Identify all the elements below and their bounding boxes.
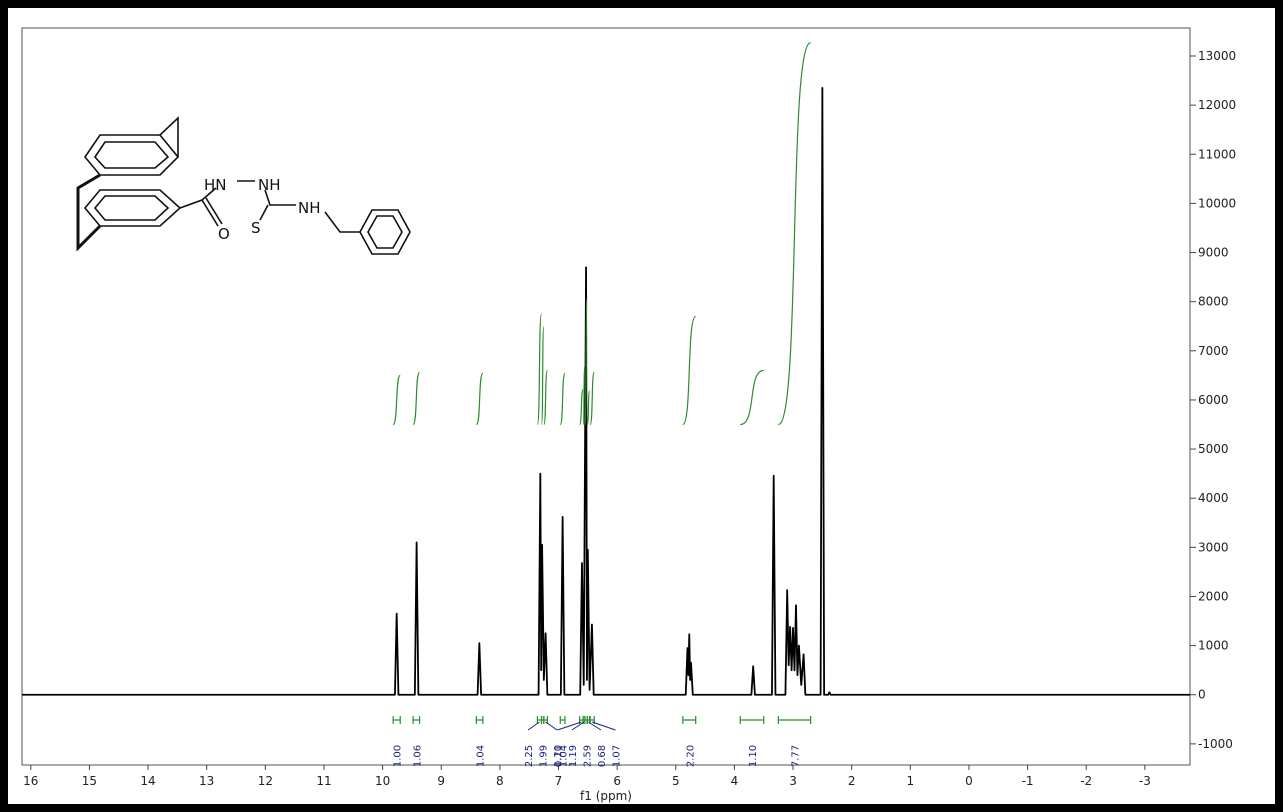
x-axis-label: f1 (ppm) bbox=[580, 789, 632, 803]
integral-label: 1.04 bbox=[559, 745, 570, 767]
y-tick-label: 5000 bbox=[1198, 442, 1229, 456]
x-tick-label: 7 bbox=[555, 774, 563, 788]
integral-curve bbox=[540, 326, 545, 426]
integral-curve bbox=[412, 371, 421, 426]
x-tick-label: 10 bbox=[375, 774, 390, 788]
integral-bracket bbox=[777, 716, 812, 724]
benzyl-ring-inner bbox=[367, 215, 403, 249]
x-tick-label: 4 bbox=[731, 774, 739, 788]
y-tick-label: -1000 bbox=[1198, 737, 1233, 751]
x-tick-label: 6 bbox=[613, 774, 621, 788]
integral-curve bbox=[589, 371, 595, 426]
integral-label: 1.19 bbox=[568, 745, 579, 767]
x-tick-label: 0 bbox=[965, 774, 973, 788]
bridge-top bbox=[159, 116, 179, 157]
integral-label: 2.59 bbox=[582, 745, 593, 767]
spectrum bbox=[22, 87, 1190, 696]
integral-label: 1.00 bbox=[393, 745, 404, 767]
integral-bracket bbox=[392, 716, 401, 724]
integral-label: 1.10 bbox=[748, 745, 759, 767]
benzyl-ring bbox=[359, 209, 411, 255]
atom-label: S bbox=[251, 219, 261, 237]
integral-connector bbox=[592, 721, 616, 731]
y-tick-label: 11000 bbox=[1198, 147, 1236, 161]
x-tick-label: 9 bbox=[437, 774, 445, 788]
integral-curve bbox=[586, 390, 591, 426]
ring-upper-inner bbox=[93, 141, 170, 169]
integral-curve bbox=[584, 296, 588, 426]
y-tick-label: 13000 bbox=[1198, 49, 1236, 63]
x-tick-label: -1 bbox=[1022, 774, 1034, 788]
structure: HN NH O S NH bbox=[76, 116, 411, 255]
integral-bracket bbox=[412, 716, 421, 724]
atom-label: NH bbox=[258, 176, 281, 194]
x-tick-label: -3 bbox=[1139, 774, 1151, 788]
integral-curve bbox=[740, 369, 764, 426]
integral-connector bbox=[571, 721, 585, 731]
bond bbox=[324, 211, 360, 233]
integral-curve bbox=[475, 372, 484, 426]
bond bbox=[264, 189, 296, 206]
integral-curve bbox=[579, 389, 584, 426]
integral-curve bbox=[543, 369, 548, 426]
ring-lower-inner bbox=[93, 195, 170, 221]
x-tick-label: 16 bbox=[23, 774, 38, 788]
integral-label: 2.25 bbox=[524, 745, 535, 767]
y-tick-label: 0 bbox=[1198, 688, 1206, 702]
x-tick-label: 15 bbox=[82, 774, 97, 788]
y-tick-label: 1000 bbox=[1198, 639, 1229, 653]
x-tick-label: 5 bbox=[672, 774, 680, 788]
bond bbox=[205, 197, 223, 225]
bridge-left bbox=[76, 173, 102, 252]
integral-connector bbox=[527, 721, 540, 731]
integral-label: 1.99 bbox=[539, 745, 550, 767]
integral-label: 1.04 bbox=[476, 745, 487, 767]
y-tick-label: 2000 bbox=[1198, 589, 1229, 603]
integral-curve bbox=[536, 313, 543, 426]
integral-curve bbox=[682, 315, 697, 426]
y-tick-label: 3000 bbox=[1198, 540, 1229, 554]
x-tick-label: 2 bbox=[848, 774, 856, 788]
bond bbox=[259, 204, 269, 221]
y-tick-label: 4000 bbox=[1198, 491, 1229, 505]
integral-curve bbox=[582, 365, 586, 426]
integral-label: 1.10 bbox=[553, 745, 564, 767]
integral-label: 1.06 bbox=[412, 745, 423, 767]
x-tick-label: 8 bbox=[496, 774, 504, 788]
x-tick-label: 13 bbox=[199, 774, 214, 788]
y-tick-label: 12000 bbox=[1198, 98, 1236, 112]
x-tick-label: 11 bbox=[316, 774, 331, 788]
integral-bracket bbox=[739, 716, 765, 724]
x-tick-label: 3 bbox=[789, 774, 797, 788]
x-tick-label: 14 bbox=[140, 774, 155, 788]
integral-label: 1.07 bbox=[611, 745, 622, 767]
integral-connector bbox=[557, 721, 582, 731]
atom-label: NH bbox=[298, 199, 321, 217]
y-tick-label: 7000 bbox=[1198, 344, 1229, 358]
atom-label: O bbox=[218, 225, 230, 243]
atom-label: HN bbox=[204, 176, 227, 194]
integral-label: 2.20 bbox=[685, 745, 696, 767]
x-tick-label: 12 bbox=[258, 774, 273, 788]
x-tick-label: 1 bbox=[906, 774, 914, 788]
y-tick-label: 10000 bbox=[1198, 196, 1236, 210]
integral-bracket bbox=[682, 716, 697, 724]
integral-curve bbox=[777, 42, 812, 426]
integral-curve bbox=[559, 372, 566, 426]
x-tick-label: -2 bbox=[1080, 774, 1092, 788]
bond bbox=[201, 199, 219, 227]
integral-label: 0.71 bbox=[553, 745, 564, 767]
y-tick-label: 6000 bbox=[1198, 393, 1229, 407]
integral-label: 0.68 bbox=[597, 745, 608, 767]
plot-border bbox=[21, 27, 1191, 766]
integral-bracket bbox=[475, 716, 484, 724]
integral-connector bbox=[545, 721, 558, 731]
y-tick-label: 9000 bbox=[1198, 246, 1229, 260]
integral-label: 7.77 bbox=[791, 745, 802, 767]
y-tick-label: 8000 bbox=[1198, 295, 1229, 309]
integral-bracket bbox=[559, 716, 566, 724]
integral-curve bbox=[392, 374, 401, 426]
